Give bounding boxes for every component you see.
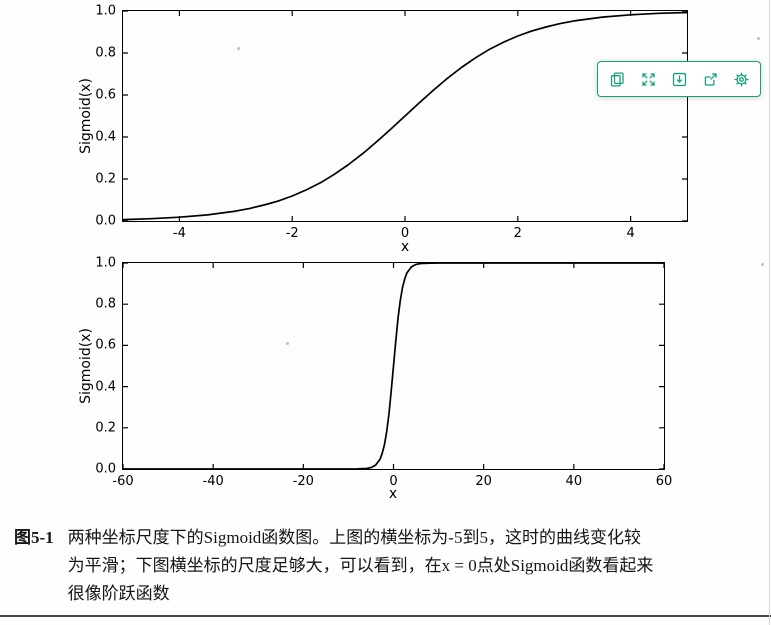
y-tick-label: 0.8: [95, 296, 116, 312]
x-tick-label: 0: [400, 226, 410, 241]
y-tick-label: 0.0: [95, 461, 116, 477]
x-tick-label: 0: [389, 474, 398, 489]
y-tick-label: 0.8: [95, 45, 116, 61]
y-tick-label: 1.0: [95, 255, 116, 271]
snapshot-icon[interactable]: [605, 67, 629, 91]
floating-toolbar: [597, 61, 761, 97]
x-tick-label: 40: [565, 474, 583, 489]
scan-speck: [757, 37, 760, 40]
x-tick-label: 2: [513, 226, 522, 241]
y-axis-label-top: Sigmoid(x): [78, 78, 94, 154]
save-icon[interactable]: [667, 67, 691, 91]
x-axis-label-bottom: x: [388, 486, 398, 502]
caption-line: 为平滑；下图横坐标的尺度足够大，可以看到，在x = 0点处Sigmoid函数看起…: [67, 556, 654, 575]
y-tick-label: 1.0: [95, 3, 116, 19]
x-tick-label: -60: [112, 474, 134, 489]
page-right-edge: [769, 0, 770, 625]
expand-icon[interactable]: [636, 67, 660, 91]
scan-speck: [761, 263, 764, 266]
y-tick-label: 0.4: [95, 129, 116, 145]
y-tick-label: 0.0: [95, 213, 116, 229]
x-tick-label: -2: [285, 226, 299, 241]
scan-speck: [237, 47, 240, 50]
sigmoid-plot-top: -4 -2 0 2 4 0.0 0.2 0.4 0.6 0.8 1.0: [95, 4, 688, 241]
x-tick-label: 4: [626, 226, 635, 241]
x-axis-label-top: x: [400, 239, 410, 255]
x-tick-label: 60: [655, 474, 673, 489]
y-axis-label-bottom: Sigmoid(x): [78, 328, 94, 404]
x-tick-label: -4: [172, 226, 186, 241]
y-tick-label: 0.4: [95, 379, 116, 395]
y-tick-label: 0.2: [95, 171, 116, 187]
sigmoid-curve-bottom: [122, 262, 665, 470]
figure-caption: 图5-1 两种坐标尺度下的Sigmoid函数图。上图的横坐标为-5到5，这时的曲…: [14, 524, 653, 608]
share-icon[interactable]: [698, 67, 722, 91]
settings-icon[interactable]: [729, 67, 753, 91]
sigmoid-plot-bottom: -60 -40 -20 0 20 40 60 0.0 0.2 0.4 0.6 0.8 1.0: [95, 256, 672, 490]
scan-speck: [286, 342, 289, 345]
x-tick-label: -40: [202, 474, 224, 489]
y-tick-label: 0.2: [95, 420, 116, 436]
x-tick-label: -20: [292, 474, 314, 489]
caption-line: 很像阶跃函数: [67, 584, 170, 603]
y-tick-label: 0.6: [95, 337, 116, 353]
page-bottom-rule: [0, 615, 771, 617]
x-tick-label: 20: [475, 474, 492, 489]
caption-line: 两种坐标尺度下的Sigmoid函数图。上图的横坐标为-5到5，这时的曲线变化较: [67, 528, 641, 547]
sigmoid-curve-top: [122, 10, 688, 222]
figure-label: 图5-1: [14, 528, 54, 547]
caption-text: 两种坐标尺度下的Sigmoid函数图。上图的横坐标为-5到5，这时的曲线变化较 …: [68, 524, 654, 608]
y-tick-label: 0.6: [95, 87, 116, 103]
